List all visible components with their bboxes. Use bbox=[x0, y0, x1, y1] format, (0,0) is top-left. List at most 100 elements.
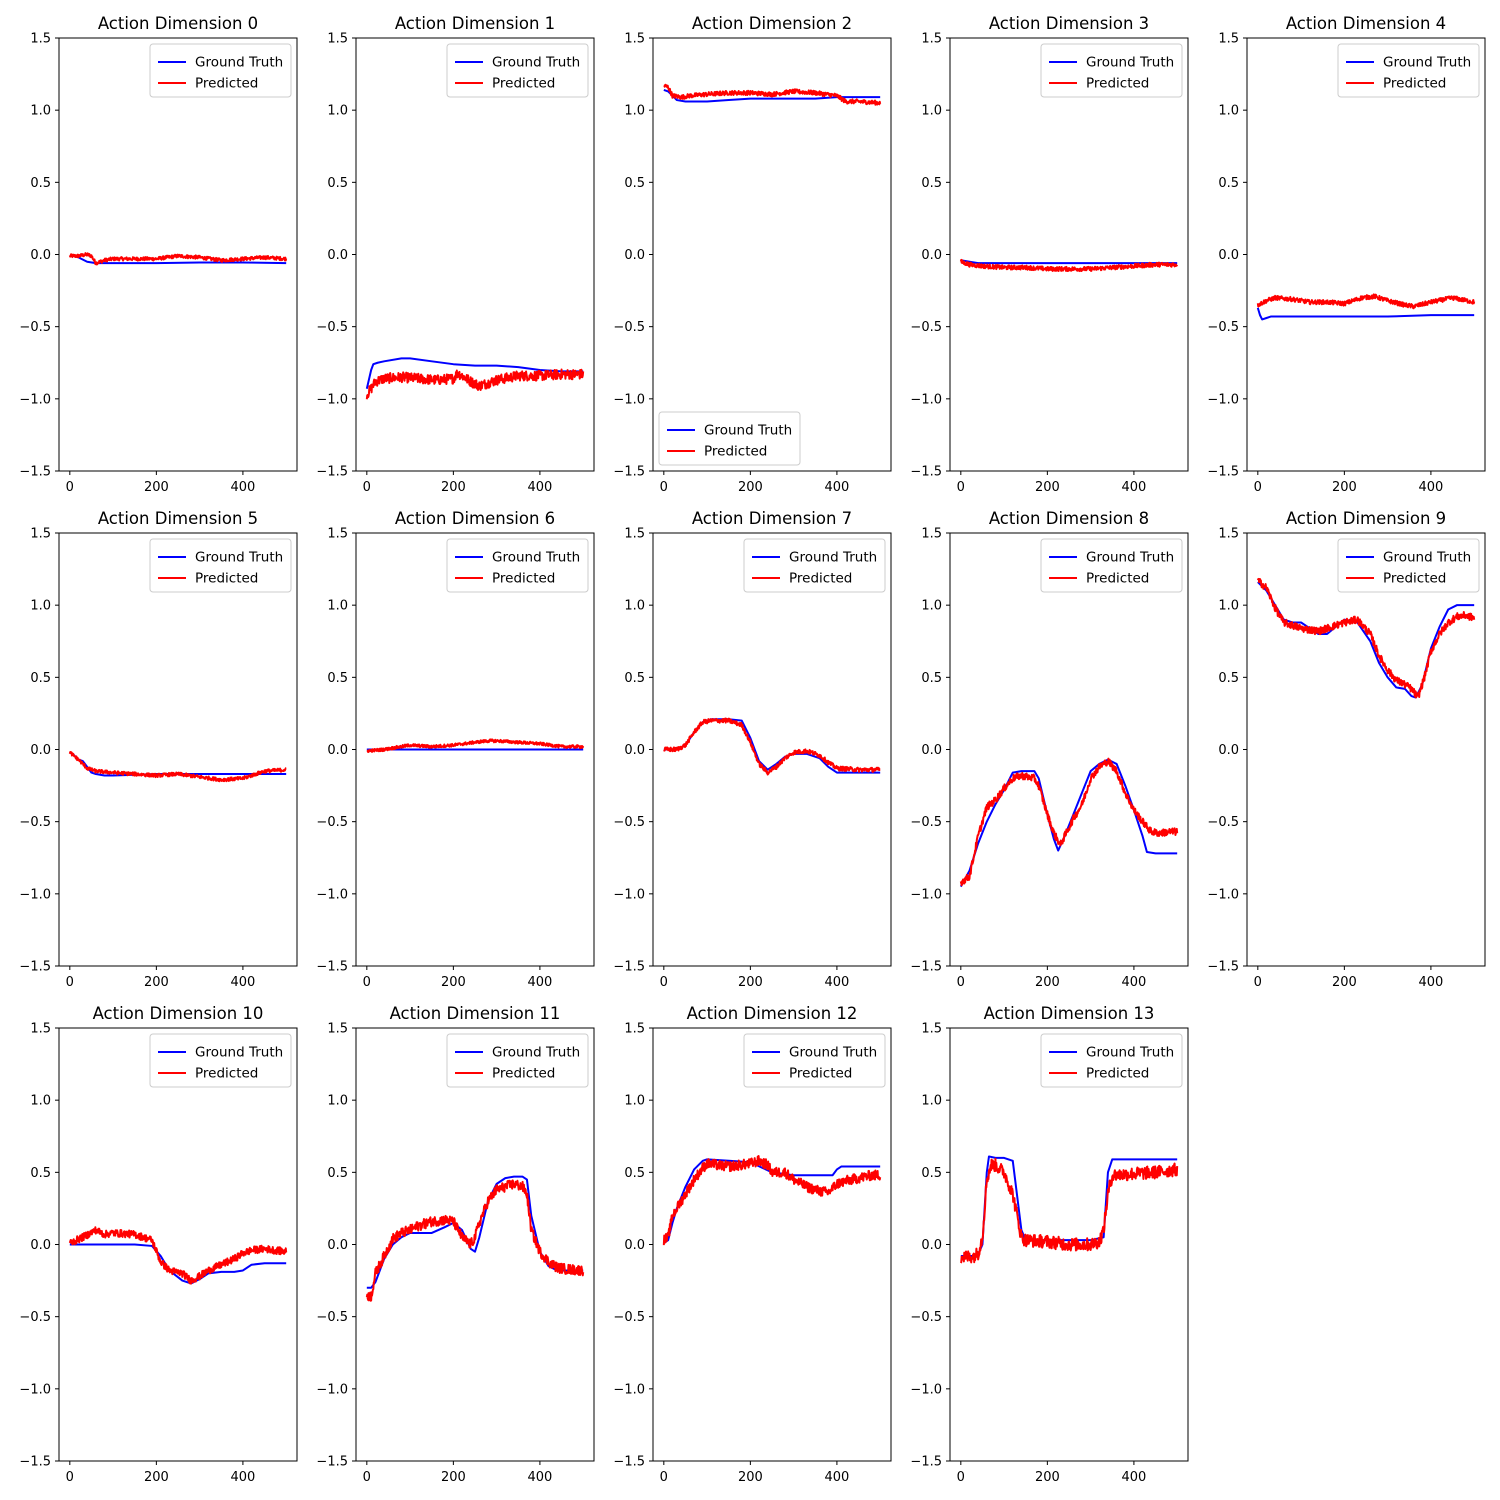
y-tick-label: 1.5 bbox=[624, 527, 645, 542]
y-tick-label: −1.0 bbox=[613, 1382, 645, 1397]
subplot-7: Action Dimension 7 −1.5 −1.0 −0.5 0.0 0.5 1.0 1… bbox=[613, 509, 892, 990]
subplot-10: Action Dimension 10 −1.5 −1.0 −0.5 0.0 0.5 1.0… bbox=[19, 1004, 298, 1485]
x-tick-label: 400 bbox=[1418, 480, 1443, 495]
series-predicted bbox=[365, 1179, 585, 1302]
x-tick-label: 200 bbox=[144, 1470, 169, 1485]
y-tick-label: 1.0 bbox=[624, 104, 645, 119]
legend-label: Predicted bbox=[1086, 1066, 1149, 1082]
y-tick-label: −0.5 bbox=[613, 815, 645, 830]
legend-label: Ground Truth bbox=[492, 1045, 580, 1061]
legend: Ground Truth Predicted bbox=[658, 411, 801, 466]
y-tick-label: 0.5 bbox=[327, 671, 348, 686]
y-tick-label: 1.5 bbox=[921, 527, 942, 542]
legend-label: Predicted bbox=[789, 1066, 852, 1082]
y-tick-label: 1.5 bbox=[1218, 527, 1239, 542]
series-ground-truth bbox=[1256, 307, 1475, 321]
y-tick-label: −0.5 bbox=[1207, 320, 1239, 335]
x-tick-label: 200 bbox=[1035, 1470, 1060, 1485]
y-tick-label: 1.0 bbox=[1218, 104, 1239, 119]
axes-frame bbox=[949, 532, 1189, 967]
series-predicted bbox=[959, 258, 1179, 273]
legend: Ground Truth Predicted bbox=[149, 1033, 292, 1088]
y-tick-label: −1.0 bbox=[910, 392, 942, 407]
subplot-0: Action Dimension 0 −1.5 −1.0 −0.5 0.0 0.5 1.0 1… bbox=[19, 14, 298, 495]
legend: Ground Truth Predicted bbox=[149, 43, 292, 98]
series-predicted bbox=[1256, 293, 1476, 310]
y-tick-label: −1.0 bbox=[316, 392, 348, 407]
legend: Ground Truth Predicted bbox=[743, 538, 886, 593]
y-tick-label: 1.5 bbox=[921, 1022, 942, 1037]
y-tick-label: 0.0 bbox=[327, 248, 348, 263]
y-tick-label: 1.5 bbox=[624, 1022, 645, 1037]
legend: Ground Truth Predicted bbox=[1337, 538, 1480, 593]
series-predicted bbox=[663, 83, 882, 106]
x-tick-label: 0 bbox=[660, 480, 668, 495]
subplot-title: Action Dimension 9 bbox=[1286, 509, 1446, 528]
y-tick-label: −0.5 bbox=[19, 320, 51, 335]
axes-frame bbox=[1246, 532, 1486, 967]
y-tick-label: 1.5 bbox=[327, 32, 348, 47]
legend: Ground Truth Predicted bbox=[1040, 538, 1183, 593]
subplot-title: Action Dimension 0 bbox=[98, 14, 258, 33]
subplot-2: Action Dimension 2 −1.5 −1.0 −0.5 0.0 0.5 1.0 1… bbox=[613, 14, 892, 495]
subplot-5: Action Dimension 5 −1.5 −1.0 −0.5 0.0 0.5 1.0 1… bbox=[19, 509, 298, 990]
legend-label: Ground Truth bbox=[195, 1045, 283, 1061]
x-tick-label: 200 bbox=[441, 975, 466, 990]
y-tick-label: 1.5 bbox=[30, 527, 51, 542]
x-tick-label: 200 bbox=[441, 480, 466, 495]
subplot-title: Action Dimension 5 bbox=[98, 509, 258, 528]
x-tick-label: 400 bbox=[1418, 975, 1443, 990]
y-tick-label: 1.5 bbox=[327, 527, 348, 542]
subplot-title: Action Dimension 11 bbox=[390, 1004, 561, 1023]
y-tick-label: 0.0 bbox=[30, 248, 51, 263]
subplot-title: Action Dimension 2 bbox=[692, 14, 852, 33]
legend-label: Predicted bbox=[195, 76, 258, 92]
y-tick-label: −1.0 bbox=[613, 887, 645, 902]
subplot-4: Action Dimension 4 −1.5 −1.0 −0.5 0.0 0.5 1.0 1… bbox=[1207, 14, 1486, 495]
y-tick-label: 0.0 bbox=[327, 1238, 348, 1253]
series-predicted bbox=[662, 1155, 882, 1246]
series-ground-truth bbox=[365, 357, 584, 389]
x-tick-label: 0 bbox=[66, 1470, 74, 1485]
x-tick-label: 200 bbox=[1035, 480, 1060, 495]
y-tick-label: −1.0 bbox=[1207, 887, 1239, 902]
x-tick-label: 400 bbox=[824, 1470, 849, 1485]
y-tick-label: −1.5 bbox=[19, 1455, 51, 1470]
x-tick-label: 200 bbox=[144, 975, 169, 990]
y-tick-label: −1.5 bbox=[613, 465, 645, 480]
x-tick-label: 200 bbox=[441, 1470, 466, 1485]
legend: Ground Truth Predicted bbox=[1040, 1033, 1183, 1088]
x-tick-label: 200 bbox=[1332, 975, 1357, 990]
x-tick-label: 400 bbox=[230, 975, 255, 990]
y-tick-label: −1.0 bbox=[316, 1382, 348, 1397]
x-tick-label: 0 bbox=[957, 480, 965, 495]
subplot-title: Action Dimension 1 bbox=[395, 14, 555, 33]
x-tick-label: 0 bbox=[363, 1470, 371, 1485]
series-ground-truth bbox=[960, 259, 1178, 265]
y-tick-label: 1.0 bbox=[624, 599, 645, 614]
y-tick-label: 1.0 bbox=[921, 1094, 942, 1109]
y-tick-label: −1.0 bbox=[910, 1382, 942, 1397]
y-tick-label: 0.5 bbox=[624, 671, 645, 686]
y-tick-label: 1.0 bbox=[1218, 599, 1239, 614]
legend-label: Predicted bbox=[1383, 76, 1446, 92]
legend-label: Predicted bbox=[195, 571, 258, 587]
subplot-12: Action Dimension 12 −1.5 −1.0 −0.5 0.0 0.5 1.0… bbox=[613, 1004, 892, 1485]
x-tick-label: 0 bbox=[957, 975, 965, 990]
y-tick-label: 1.5 bbox=[327, 1022, 348, 1037]
y-tick-label: 1.0 bbox=[624, 1094, 645, 1109]
series-predicted bbox=[1256, 577, 1476, 699]
legend: Ground Truth Predicted bbox=[446, 538, 589, 593]
legend-label: Ground Truth bbox=[789, 550, 877, 566]
y-tick-label: 0.5 bbox=[30, 176, 51, 191]
subplot-6: Action Dimension 6 −1.5 −1.0 −0.5 0.0 0.5 1.0 1… bbox=[316, 509, 595, 990]
legend-label: Ground Truth bbox=[789, 1045, 877, 1061]
y-tick-label: 1.5 bbox=[624, 32, 645, 47]
legend: Ground Truth Predicted bbox=[1337, 43, 1480, 98]
legend: Ground Truth Predicted bbox=[149, 538, 292, 593]
subplot-1: Action Dimension 1 −1.5 −1.0 −0.5 0.0 0.5 1.0 1… bbox=[316, 14, 595, 495]
legend-label: Ground Truth bbox=[492, 55, 580, 71]
y-tick-label: −0.5 bbox=[1207, 815, 1239, 830]
legend-label: Predicted bbox=[492, 1066, 555, 1082]
series-predicted bbox=[959, 1157, 1179, 1264]
